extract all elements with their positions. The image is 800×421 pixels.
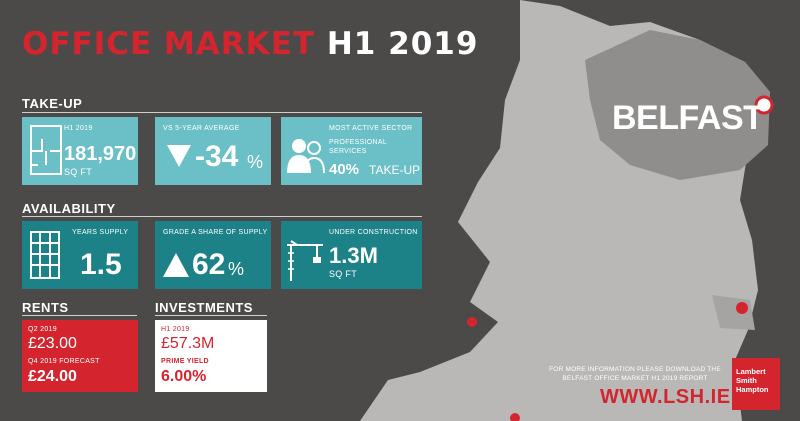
availability-years-card: YEARS SUPPLY 1.5 [22,221,138,289]
down-triangle-icon [167,145,191,167]
website-link[interactable]: WWW.LSH.IE [600,386,731,408]
more-info-text: FOR MORE INFORMATION PLEASE DOWNLOAD THE… [549,366,721,382]
floorplan-icon [30,125,62,175]
divider [22,216,422,217]
availability-construction-card: UNDER CONSTRUCTION 1.3M SQ FT [281,221,422,289]
takeup-heading: TAKE-UP [22,96,83,111]
location-dot [467,317,477,327]
divider [155,315,267,316]
northern-region [585,30,770,180]
up-triangle-icon [163,253,189,277]
people-icon [287,139,325,173]
crane-icon [287,240,323,281]
lsh-logo[interactable]: Lambert Smith Hampton [732,358,780,410]
divider [22,315,137,316]
investments-card: H1 2019 £57.3M PRIME YIELD 6.00% [155,320,267,392]
takeup-vs5-card: VS 5-YEAR AVERAGE -34 % [155,117,271,185]
location-dot [736,302,748,314]
rents-card: Q2 2019 £23.00 Q4 2019 FORECAST £24.00 [22,320,138,392]
availability-grade-card: GRADE A SHARE OF SUPPLY 62 % [155,221,271,289]
divider [22,112,422,113]
building-icon [30,231,60,279]
location-dot [510,413,520,421]
availability-heading: AVAILABILITY [22,201,116,216]
takeup-h1-card: H1 2019 181,970 SQ FT [22,117,138,185]
map-city-label: BELFAST [612,99,764,137]
takeup-sector-card: MOST ACTIVE SECTOR PROFESSIONAL SERVICES… [281,117,422,185]
rents-heading: RENTS [22,300,69,315]
investments-heading: INVESTMENTS [155,300,253,315]
page-title: OFFICE MARKET H1 2019 [22,26,479,62]
belfast-dot [754,95,774,115]
inlet [448,318,490,338]
